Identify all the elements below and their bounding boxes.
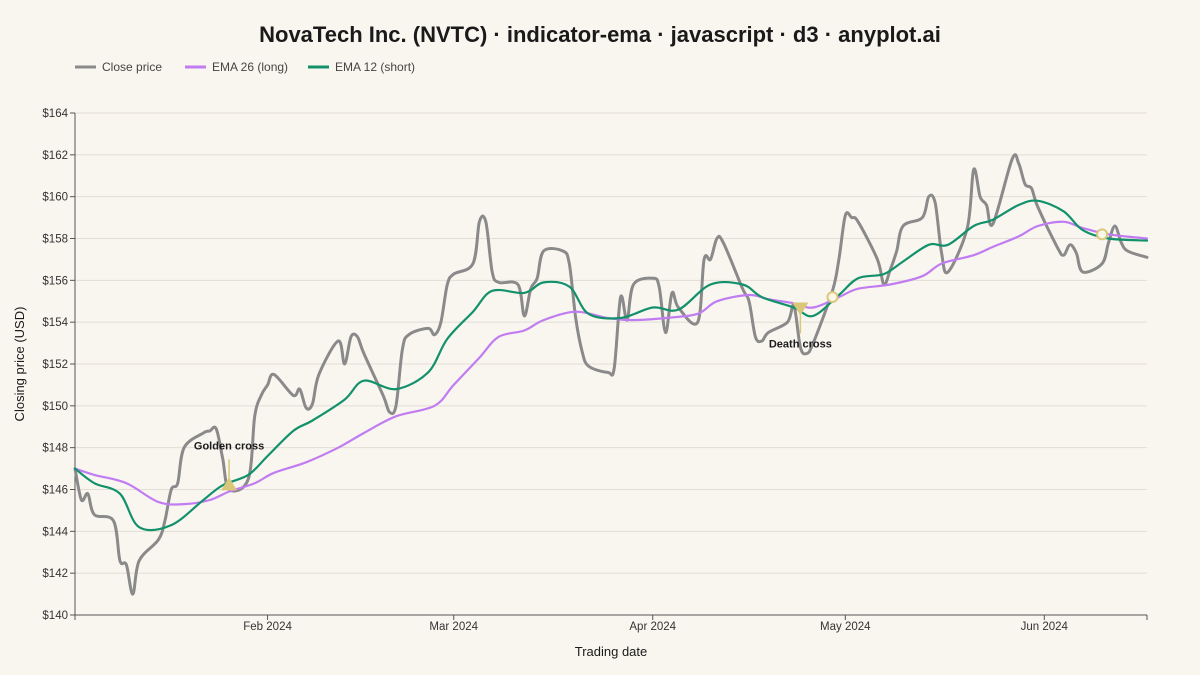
x-tick-label: Mar 2024 [429,621,478,633]
y-tick-label: $162 [42,150,68,162]
series [73,153,1149,596]
y-tick-label: $140 [42,610,68,622]
legend-item-ema12: EMA 12 (short) [308,60,415,74]
legend: Close price EMA 26 (long) EMA 12 (short) [75,60,415,74]
x-axis-title: Trading date [575,644,648,659]
y-tick-label: $144 [42,526,68,538]
y-axis-title: Closing price (USD) [12,307,27,422]
x-tick-label: Apr 2024 [629,621,676,633]
golden-cross-label: Golden cross [194,440,264,452]
y-tick-label: $148 [42,443,68,455]
y-tick-label: $164 [42,108,68,120]
y-tick-label: $160 [42,192,68,204]
legend-item-close: Close price [75,60,162,74]
y-tick-label: $142 [42,568,68,580]
y-tick-label: $146 [42,485,68,497]
death-cross-marker [792,302,809,316]
y-tick-label: $158 [42,234,68,246]
crossover-marker [826,291,839,304]
annotations: Golden cross Death cross [194,228,1109,491]
y-axis: $140 $142 $144 $146 $148 $150 $152 $154 $156 $158… [42,108,76,622]
golden-cross-marker [221,477,238,491]
series-line-ema12 [73,199,1149,532]
crossover-marker [1096,228,1109,241]
series-line-ema26 [73,220,1149,506]
y-tick-label: $150 [42,401,68,413]
legend-label-ema26: EMA 26 (long) [212,60,288,74]
y-tick-label: $156 [42,275,68,287]
chart-title: NovaTech Inc. (NVTC) · indicator-ema · j… [259,22,941,47]
death-cross-label: Death cross [769,339,832,351]
series-line-close [73,153,1149,596]
y-tick-label: $154 [42,317,68,329]
legend-label-close: Close price [102,60,162,74]
x-tick-label: Feb 2024 [243,621,292,633]
x-axis: Feb 2024 Mar 2024 Apr 2024 May 2024 Jun 2024 [74,614,1148,633]
x-tick-label: May 2024 [820,621,871,633]
y-tick-label: $152 [42,359,68,371]
legend-item-ema26: EMA 26 (long) [185,60,288,74]
grid [75,112,1147,616]
legend-label-ema12: EMA 12 (short) [335,60,415,74]
x-tick-label: Jun 2024 [1021,621,1069,633]
